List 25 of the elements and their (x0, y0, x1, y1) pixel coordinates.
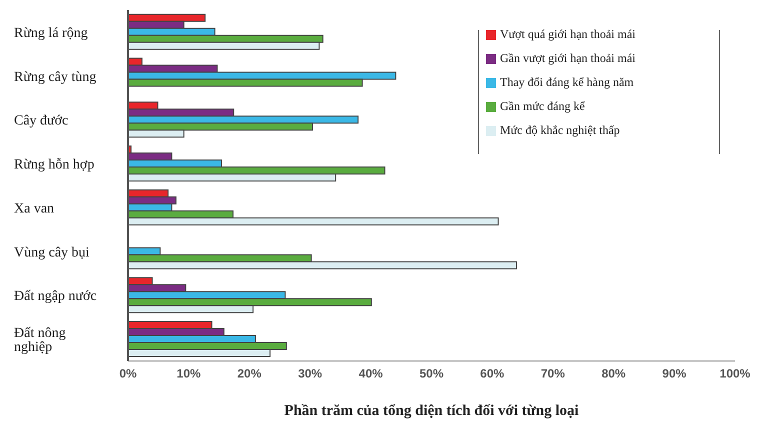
y-tick-label: Rừng cây tùng (14, 70, 96, 85)
x-tick-label: 0% (119, 366, 137, 381)
y-tick-label: Đất ngập nước (14, 289, 97, 304)
x-tick-label: 10% (176, 366, 202, 381)
x-tick-label: 30% (298, 366, 322, 381)
y-tick-label: Vùng cây bụi (14, 245, 90, 260)
x-axis-title: Phần trăm của tổng diện tích đối với từng loại (284, 403, 579, 419)
x-tick-label: 100% (720, 366, 751, 381)
legend-label: Gần vượt giới hạn thoải mái (500, 51, 636, 65)
x-tick-label: 80% (602, 366, 626, 381)
x-tick-label: 70% (540, 366, 566, 381)
x-tick-label: 40% (358, 366, 384, 381)
x-tick-label: 20% (237, 366, 262, 381)
y-tick-label: Đất nông nghiệp (14, 326, 66, 356)
y-tick-label: Cây đước (14, 114, 68, 129)
x-tick-label: 60% (480, 366, 505, 381)
legend-label: Vượt quá giới hạn thoải mái (500, 27, 636, 41)
y-tick-label: Xa van (14, 201, 54, 216)
y-tick-label: Rừng hỗn hợp (14, 158, 94, 173)
legend-label: Gần mức đáng kể (500, 99, 585, 113)
y-tick-label: Rừng lá rộng (14, 26, 88, 41)
legend-label: Thay đổi đáng kể hàng năm (500, 75, 634, 89)
legend-label: Mức độ khắc nghiệt thấp (500, 123, 620, 137)
x-tick-label: 50% (419, 366, 444, 381)
x-tick-label: 90% (662, 366, 687, 381)
